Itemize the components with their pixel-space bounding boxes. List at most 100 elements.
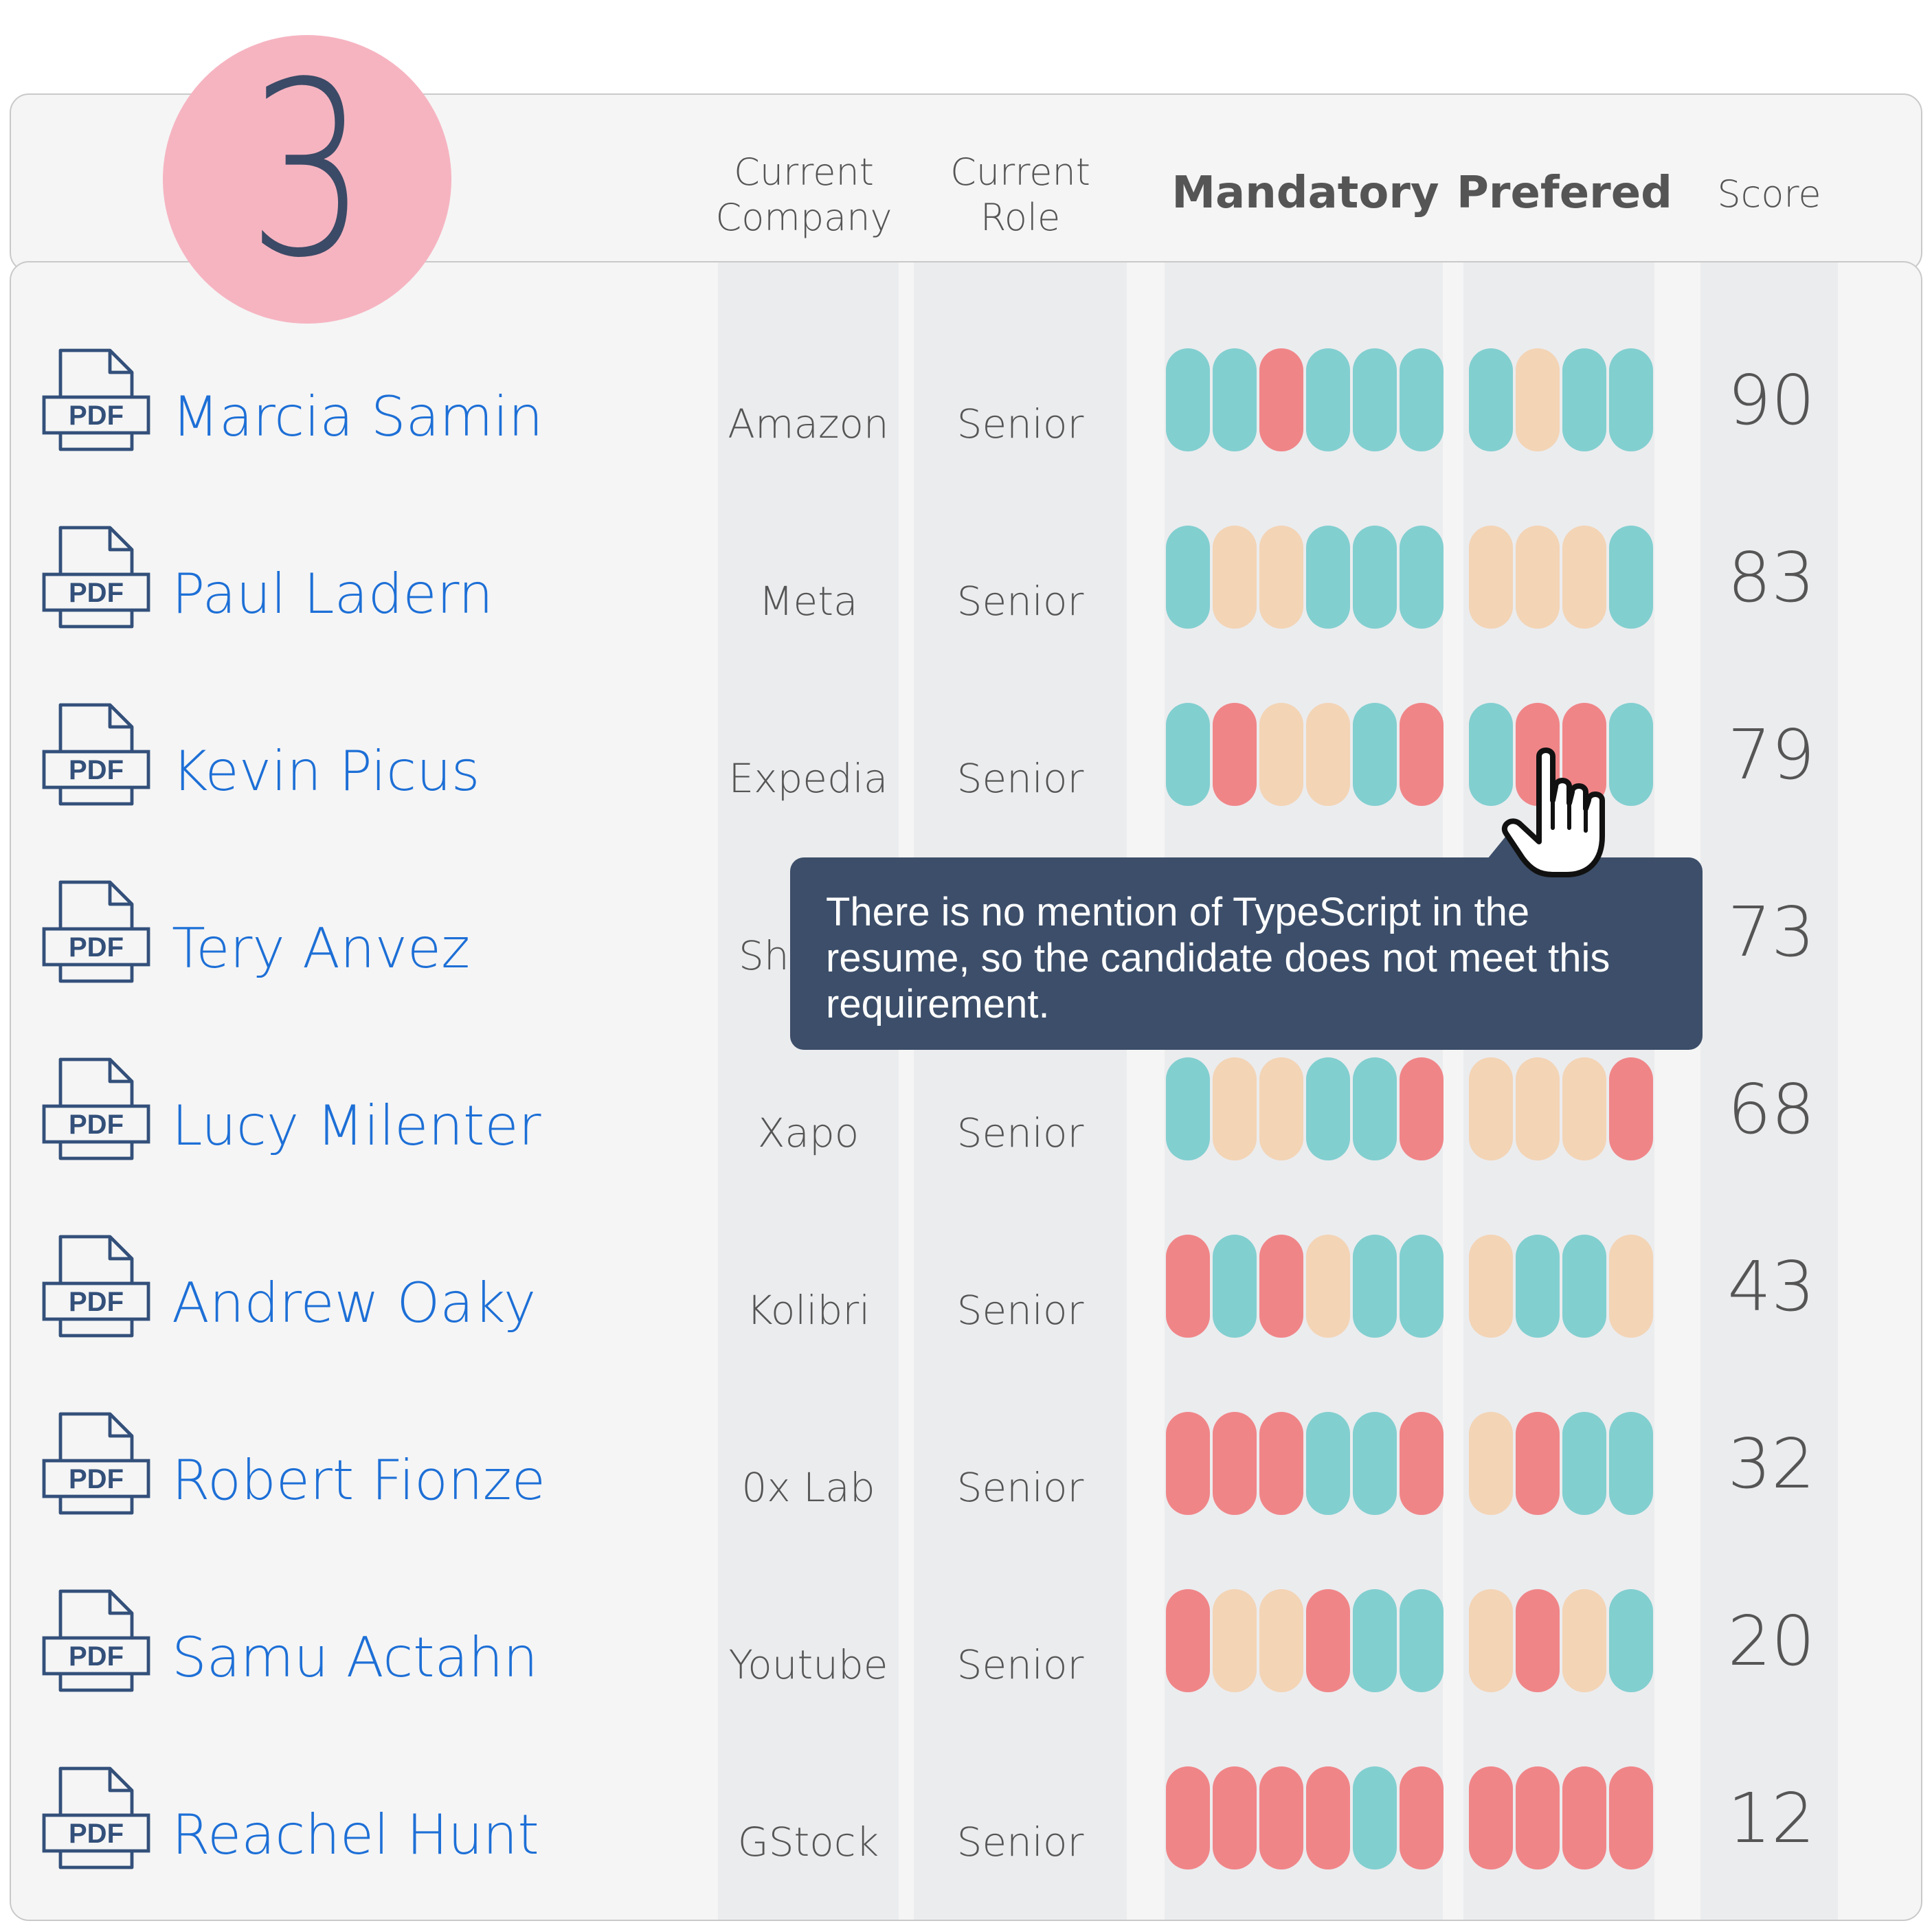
candidate-name-link[interactable]: Paul Ladern — [172, 562, 493, 626]
column-header-mandatory[interactable]: Mandatory — [1171, 168, 1439, 218]
requirement-pill-pass[interactable] — [1469, 703, 1513, 806]
requirement-pill-pass[interactable] — [1400, 526, 1444, 629]
requirement-pill-partial[interactable] — [1469, 1235, 1513, 1338]
requirement-pill-fail[interactable] — [1213, 1412, 1257, 1515]
requirement-pill-pass[interactable] — [1400, 348, 1444, 451]
requirement-pill-pass[interactable] — [1516, 1235, 1560, 1338]
requirement-pill-partial[interactable] — [1469, 1057, 1513, 1160]
requirement-pill-pass[interactable] — [1306, 1412, 1350, 1515]
candidate-name-link[interactable]: Samu Actahn — [172, 1626, 538, 1689]
table-row[interactable]: PDF Tery Anvez Sh 73 — [0, 862, 1932, 1039]
pdf-file-icon[interactable]: PDF — [41, 699, 151, 809]
requirement-pill-pass[interactable] — [1609, 526, 1653, 629]
requirement-pill-partial[interactable] — [1259, 703, 1303, 806]
requirement-pill-pass[interactable] — [1400, 1589, 1444, 1692]
requirement-pill-fail[interactable] — [1213, 1766, 1257, 1869]
requirement-pill-pass[interactable] — [1609, 1589, 1653, 1692]
requirement-pill-pass[interactable] — [1353, 1766, 1397, 1869]
candidate-name-link[interactable]: Andrew Oaky — [172, 1271, 537, 1335]
requirement-pill-fail[interactable] — [1516, 1412, 1560, 1515]
requirement-pill-fail[interactable] — [1306, 1589, 1350, 1692]
requirement-pill-partial[interactable] — [1469, 526, 1513, 629]
table-row[interactable]: PDF Robert Fionze 0x Lab Senior 32 — [0, 1393, 1932, 1571]
pdf-file-icon[interactable]: PDF — [41, 1054, 151, 1164]
requirement-pill-partial[interactable] — [1213, 1589, 1257, 1692]
column-header-score[interactable]: Score — [1717, 172, 1821, 216]
pdf-file-icon[interactable]: PDF — [41, 1763, 151, 1873]
column-header-preferred[interactable]: Prefered — [1457, 168, 1672, 218]
requirement-pill-pass[interactable] — [1609, 1412, 1653, 1515]
requirement-pill-pass[interactable] — [1353, 348, 1397, 451]
requirement-pill-pass[interactable] — [1213, 348, 1257, 451]
requirement-pill-pass[interactable] — [1400, 1235, 1444, 1338]
requirement-pill-fail[interactable] — [1609, 1766, 1653, 1869]
requirement-pill-partial[interactable] — [1213, 526, 1257, 629]
requirement-pill-pass[interactable] — [1353, 1589, 1397, 1692]
requirement-pill-pass[interactable] — [1213, 1235, 1257, 1338]
requirement-pill-pass[interactable] — [1166, 526, 1210, 629]
pdf-file-icon[interactable]: PDF — [41, 1408, 151, 1518]
pdf-file-icon[interactable]: PDF — [41, 877, 151, 987]
requirement-pill-partial[interactable] — [1516, 526, 1560, 629]
requirement-pill-fail[interactable] — [1259, 348, 1303, 451]
requirement-pill-partial[interactable] — [1516, 1057, 1560, 1160]
requirement-pill-pass[interactable] — [1609, 703, 1653, 806]
candidate-name-link[interactable]: Tery Anvez — [172, 917, 471, 980]
table-row[interactable]: PDF Reachel Hunt GStock Senior 12 — [0, 1748, 1932, 1925]
requirement-pill-pass[interactable] — [1562, 1412, 1606, 1515]
requirement-pill-pass[interactable] — [1353, 526, 1397, 629]
column-header-company[interactable]: Current Company — [708, 150, 900, 240]
requirement-pill-fail[interactable] — [1259, 1412, 1303, 1515]
table-row[interactable]: PDF Andrew Oaky Kolibri Senior 43 — [0, 1216, 1932, 1393]
column-header-role[interactable]: Current Role — [924, 150, 1116, 240]
requirement-pill-pass[interactable] — [1353, 1412, 1397, 1515]
requirement-pill-pass[interactable] — [1562, 1235, 1606, 1338]
requirement-pill-partial[interactable] — [1306, 1235, 1350, 1338]
requirement-pill-pass[interactable] — [1166, 348, 1210, 451]
requirement-pill-fail[interactable] — [1469, 1766, 1513, 1869]
table-row[interactable]: PDF Samu Actahn Youtube Senior 20 — [0, 1571, 1932, 1748]
pdf-file-icon[interactable]: PDF — [41, 522, 151, 632]
requirement-pill-pass[interactable] — [1609, 348, 1653, 451]
requirement-pill-pass[interactable] — [1469, 348, 1513, 451]
requirement-pill-fail[interactable] — [1166, 1412, 1210, 1515]
requirement-pill-partial[interactable] — [1469, 1589, 1513, 1692]
requirement-pill-pass[interactable] — [1306, 348, 1350, 451]
requirement-pill-partial[interactable] — [1259, 1057, 1303, 1160]
candidate-name-link[interactable]: Lucy Milenter — [172, 1094, 541, 1158]
requirement-pill-pass[interactable] — [1306, 1057, 1350, 1160]
requirement-pill-fail[interactable] — [1259, 1766, 1303, 1869]
requirement-pill-partial[interactable] — [1562, 1057, 1606, 1160]
table-row[interactable]: PDF Paul Ladern Meta Senior 83 — [0, 507, 1932, 684]
candidate-name-link[interactable]: Robert Fionze — [172, 1448, 546, 1512]
requirement-pill-fail[interactable] — [1609, 1057, 1653, 1160]
requirement-pill-fail[interactable] — [1166, 1589, 1210, 1692]
table-row[interactable]: PDF Lucy Milenter Xapo Senior 68 — [0, 1039, 1932, 1216]
requirement-pill-pass[interactable] — [1306, 526, 1350, 629]
pdf-file-icon[interactable]: PDF — [41, 345, 151, 455]
requirement-pill-fail[interactable] — [1516, 1589, 1560, 1692]
requirement-pill-fail[interactable] — [1516, 1766, 1560, 1869]
requirement-pill-partial[interactable] — [1609, 1235, 1653, 1338]
requirement-pill-pass[interactable] — [1562, 348, 1606, 451]
requirement-pill-partial[interactable] — [1469, 1412, 1513, 1515]
requirement-pill-fail[interactable] — [1213, 703, 1257, 806]
requirement-pill-partial[interactable] — [1516, 348, 1560, 451]
requirement-pill-fail[interactable] — [1400, 703, 1444, 806]
requirement-pill-fail[interactable] — [1306, 1766, 1350, 1869]
table-row[interactable]: PDF Marcia Samin Amazon Senior 90 — [0, 330, 1932, 507]
requirement-pill-fail[interactable] — [1166, 1235, 1210, 1338]
requirement-pill-partial[interactable] — [1259, 526, 1303, 629]
requirement-pill-pass[interactable] — [1166, 703, 1210, 806]
requirement-pill-partial[interactable] — [1562, 1589, 1606, 1692]
requirement-pill-fail[interactable] — [1166, 1766, 1210, 1869]
requirement-pill-pass[interactable] — [1353, 1057, 1397, 1160]
requirement-pill-partial[interactable] — [1259, 1589, 1303, 1692]
requirement-pill-partial[interactable] — [1213, 1057, 1257, 1160]
requirement-pill-fail[interactable] — [1400, 1057, 1444, 1160]
candidate-name-link[interactable]: Marcia Samin — [172, 385, 543, 449]
requirement-pill-pass[interactable] — [1353, 703, 1397, 806]
requirement-pill-partial[interactable] — [1306, 703, 1350, 806]
requirement-pill-partial[interactable] — [1562, 526, 1606, 629]
candidate-name-link[interactable]: Kevin Picus — [172, 739, 480, 803]
